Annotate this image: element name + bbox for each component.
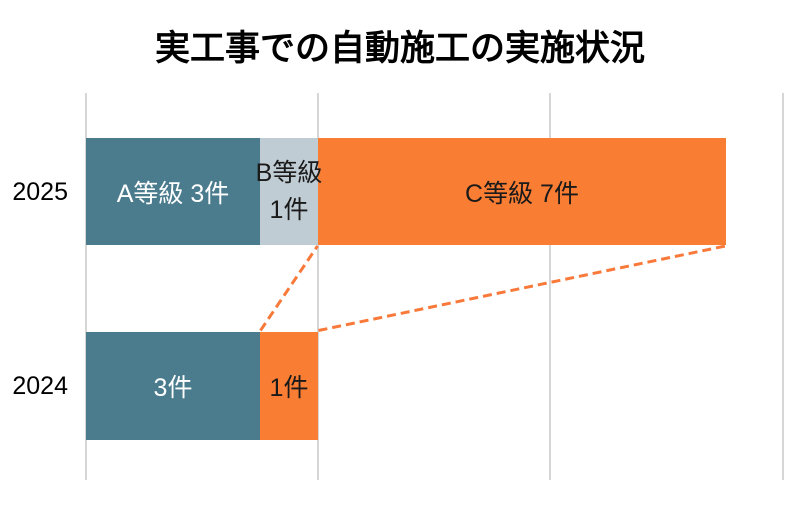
bar-2024-segment-a: 3件 — [86, 332, 260, 440]
bar-2025-segment-a: A等級 3件 — [86, 138, 260, 245]
series-line-left — [259, 245, 319, 332]
segment-label-2025-c: C等級 7件 — [465, 179, 579, 208]
y-axis-label-2025: 2025 — [12, 178, 68, 206]
gridline-0 — [85, 93, 87, 480]
chart-title: 実工事での自動施工の実施状況 — [154, 29, 645, 68]
segment-label-2025-a: A等級 3件 — [116, 179, 230, 208]
bar-2025-segment-b: B等級 1件 — [256, 138, 322, 245]
segment-label-2025-b-line1: B等級 — [255, 158, 323, 187]
y-axis-label-2024: 2024 — [12, 372, 68, 400]
bar-2024-segment-c: 1件 — [260, 332, 318, 440]
gridline-12 — [782, 93, 784, 480]
segment-label-2025-b-line2: 1件 — [269, 195, 309, 224]
segment-label-2024-c: 1件 — [269, 374, 309, 402]
segment-label-2024-a: 3件 — [153, 374, 193, 402]
series-line-right — [318, 244, 726, 332]
bar-2025-segment-c: C等級 7件 — [318, 138, 726, 245]
